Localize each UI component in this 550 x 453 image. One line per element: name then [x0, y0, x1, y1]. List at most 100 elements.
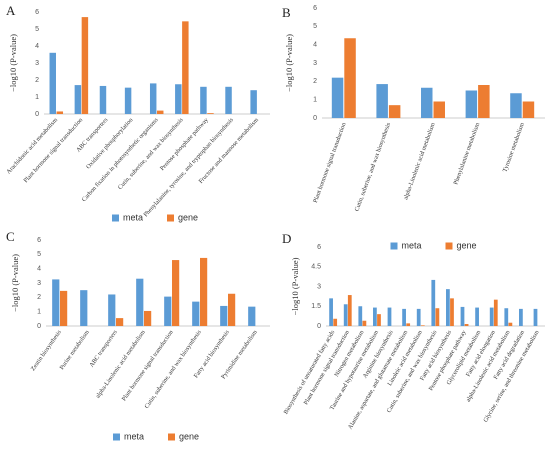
bar: [433, 101, 445, 118]
bar: [388, 105, 401, 118]
y-tick-label: 3: [35, 60, 39, 67]
x-tick-label: alpha-Linolenic acid metabolism: [94, 329, 147, 400]
x-tick-label: alpha-Linolenic acid metabolism: [402, 122, 436, 201]
bar: [373, 307, 377, 326]
y-tick-label: 4: [35, 43, 39, 50]
x-tick-label: Pentose phosphate pathway: [159, 116, 211, 172]
y-tick-label: 1: [313, 97, 317, 104]
panel-label: B: [282, 5, 291, 20]
y-tick-label: 1: [35, 94, 39, 101]
legend-label: gene: [178, 212, 198, 222]
panel-label: C: [6, 229, 15, 244]
bar: [182, 21, 189, 115]
x-tick-label: Tyrosine metabolism: [502, 122, 526, 173]
x-tick-label: Oxidative phosphorylation: [85, 117, 134, 171]
bar: [347, 295, 352, 326]
bar: [52, 279, 60, 326]
y-tick-label: 0: [37, 323, 41, 330]
y-tick-label: 0: [313, 115, 317, 122]
y-tick-label: 2: [313, 78, 317, 85]
x-tick-label: Cutin, suberine, and wax biosynthesis: [143, 328, 203, 409]
y-axis-label: −log10 (P-value): [290, 257, 300, 315]
bar: [519, 308, 523, 326]
legend-swatch: [445, 242, 453, 250]
x-tick-label: Plant hormone signal transduction: [120, 329, 174, 402]
bar: [81, 17, 89, 115]
legend-swatch: [112, 214, 119, 222]
bar: [510, 93, 522, 118]
y-tick-label: 4.5: [311, 264, 321, 271]
y-tick-label: 2: [37, 294, 41, 301]
bar: [464, 324, 469, 326]
bar: [478, 85, 490, 118]
bar: [343, 304, 348, 326]
y-tick-label: 4: [313, 42, 317, 49]
bar: [344, 38, 356, 118]
y-tick-label: 5: [37, 251, 41, 258]
bar: [475, 307, 479, 326]
bar: [200, 257, 208, 326]
bar: [108, 294, 116, 326]
legend-label: gene: [457, 240, 477, 250]
legend-swatch: [113, 433, 120, 441]
bar: [207, 113, 214, 114]
bar: [250, 90, 257, 114]
bar: [533, 308, 538, 326]
bar: [149, 83, 157, 114]
bar: [333, 318, 338, 326]
y-axis-label: −log10 (P-value): [10, 254, 20, 312]
panel-label: D: [282, 231, 291, 246]
bar: [522, 101, 535, 118]
bar: [362, 320, 367, 326]
x-tick-label: Purine metabolism: [58, 329, 91, 371]
bar: [172, 260, 180, 326]
y-tick-label: 1: [37, 309, 41, 316]
bar: [99, 85, 107, 114]
bar: [225, 86, 232, 114]
bar: [200, 86, 207, 114]
y-tick-label: 0: [35, 111, 39, 118]
x-tick-label: Cutin, suberine, and wax biosynthesis: [353, 121, 392, 212]
bar: [508, 322, 513, 326]
legend-swatch: [167, 214, 174, 222]
bar: [80, 290, 88, 326]
bar: [164, 296, 172, 326]
bar: [228, 293, 236, 326]
y-tick-label: 3: [317, 283, 321, 290]
x-tick-label: Zeatin biosynthesis: [30, 328, 64, 372]
bar: [248, 306, 256, 326]
bar: [358, 306, 363, 326]
y-tick-label: 5: [35, 26, 39, 33]
bar: [175, 84, 182, 114]
bar: [493, 299, 498, 326]
y-tick-label: 3: [313, 60, 317, 67]
legend-swatch: [168, 433, 175, 441]
bar: [124, 87, 132, 114]
bar: [192, 301, 200, 326]
x-tick-label: Phenylalanine metabolism: [452, 122, 481, 186]
bar: [450, 298, 454, 326]
y-axis-label: −log10 (P-value): [8, 34, 18, 92]
x-tick-label: Arachidonic acid metabolism: [5, 116, 59, 175]
legend-label: meta: [123, 212, 143, 222]
y-tick-label: 0: [317, 323, 321, 330]
y-axis-label: −log10 (P-value): [284, 34, 294, 92]
bar: [402, 308, 406, 326]
y-tick-label: 1.5: [311, 303, 321, 310]
bar: [136, 278, 144, 326]
legend-swatch: [390, 242, 398, 250]
bar: [406, 323, 411, 326]
bar: [489, 307, 494, 326]
bar: [329, 298, 333, 326]
bar: [116, 318, 124, 326]
y-tick-label: 6: [35, 9, 39, 16]
panel-label: A: [6, 3, 16, 18]
x-tick-label: Phenylalanine, tyrosine, and tryptophan …: [142, 116, 235, 218]
y-tick-label: 6: [37, 237, 41, 244]
legend-label: gene: [179, 431, 199, 441]
y-tick-label: 5: [313, 23, 317, 30]
bar: [376, 84, 388, 118]
bar: [465, 90, 478, 118]
bar: [446, 289, 450, 326]
